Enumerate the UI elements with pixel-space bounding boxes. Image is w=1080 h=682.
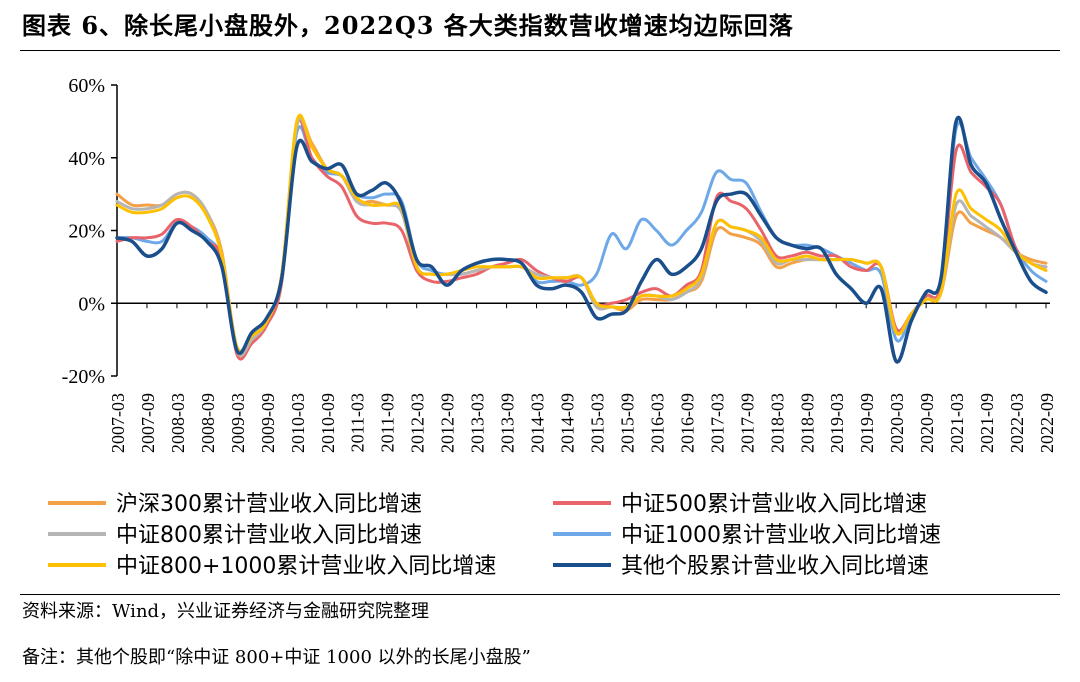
y-tick-label: 0% (78, 293, 105, 315)
x-tick-label: 2010-09 (318, 393, 338, 453)
series-line-6 (115, 115, 1048, 364)
x-tick-label: 2021-03 (947, 393, 967, 453)
title-divider (20, 50, 1060, 51)
chart-axes: -20% 0% 20% 40% 60% 2007-03 2007-09 2008-03 2008… (62, 75, 1057, 453)
x-tick-label: 2016-09 (677, 393, 697, 453)
x-tick-label: 2019-09 (857, 393, 877, 453)
chart-legend: 沪深300累计营业收入同比增速 中证500累计营业收入同比增速中证800累计营业收… (48, 492, 941, 579)
x-tick-label: 2007-03 (108, 393, 128, 453)
chart-series (115, 113, 1048, 364)
x-tick-label: 2013-03 (468, 393, 488, 453)
legend-label-1: 沪深300累计营业收入同比增速 (116, 492, 422, 517)
x-tick-label: 2015-03 (587, 393, 607, 453)
remark-note: 备注：其他个股即“除中证 800+中证 1000 以外的长尾小盘股” (22, 647, 531, 668)
series-line-4 (115, 121, 1048, 353)
x-tick-label: 2015-09 (617, 393, 637, 453)
x-tick-label: 2022-03 (1007, 393, 1027, 453)
x-tick-label: 2012-09 (438, 393, 458, 453)
x-tick-label: 2020-03 (887, 393, 907, 453)
legend-label-5: 中证800+1000累计营业收入同比增速 (116, 554, 496, 579)
x-tick-label: 2007-09 (138, 393, 158, 453)
chart-title: 图表 6、除长尾小盘股外，2022Q3 各大类指数营收增速均边际回落 (22, 11, 794, 40)
line-chart: -20% 0% 20% 40% 60% 2007-03 2007-09 2008-03 2008… (48, 75, 1057, 579)
x-tick-label: 2009-03 (228, 393, 248, 453)
x-tick-label: 2020-09 (917, 393, 937, 453)
x-tick-label: 2021-09 (977, 393, 997, 453)
x-tick-label: 2022-09 (1037, 393, 1057, 453)
legend-label-3: 中证800累计营业收入同比增速 (116, 523, 422, 548)
x-tick-label: 2018-03 (767, 393, 787, 453)
source-note: 资料来源：Wind，兴业证券经济与金融研究院整理 (22, 601, 430, 622)
x-tick-label: 2014-09 (558, 393, 578, 453)
x-tick-label: 2008-03 (168, 393, 188, 453)
x-tick-label: 2009-09 (258, 393, 278, 453)
x-tick-label: 2014-03 (528, 393, 548, 453)
series-line-5 (115, 113, 1048, 353)
legend-label-6: 其他个股累计营业收入同比增速 (621, 554, 929, 579)
x-tick-label: 2011-09 (378, 393, 398, 452)
x-tick-label: 2012-03 (408, 393, 428, 453)
x-tick-label: 2013-09 (498, 393, 518, 453)
y-tick-label: -20% (62, 366, 105, 388)
x-tick-label: 2016-03 (647, 393, 667, 453)
y-tick-label: 60% (68, 75, 105, 97)
x-tick-label: 2018-09 (797, 393, 817, 453)
x-tick-label: 2019-03 (827, 393, 847, 453)
legend-label-2: 中证500累计营业收入同比增速 (621, 492, 927, 517)
x-tick-label: 2017-03 (707, 393, 727, 453)
y-tick-label: 20% (68, 221, 105, 243)
x-tick-label: 2011-03 (348, 393, 368, 452)
x-tick-label: 2008-09 (198, 393, 218, 453)
x-tick-label: 2017-09 (737, 393, 757, 453)
legend-label-4: 中证1000累计营业收入同比增速 (621, 523, 941, 548)
y-tick-label: 40% (68, 148, 105, 170)
footer-divider (20, 594, 1060, 595)
x-tick-label: 2010-03 (288, 393, 308, 453)
